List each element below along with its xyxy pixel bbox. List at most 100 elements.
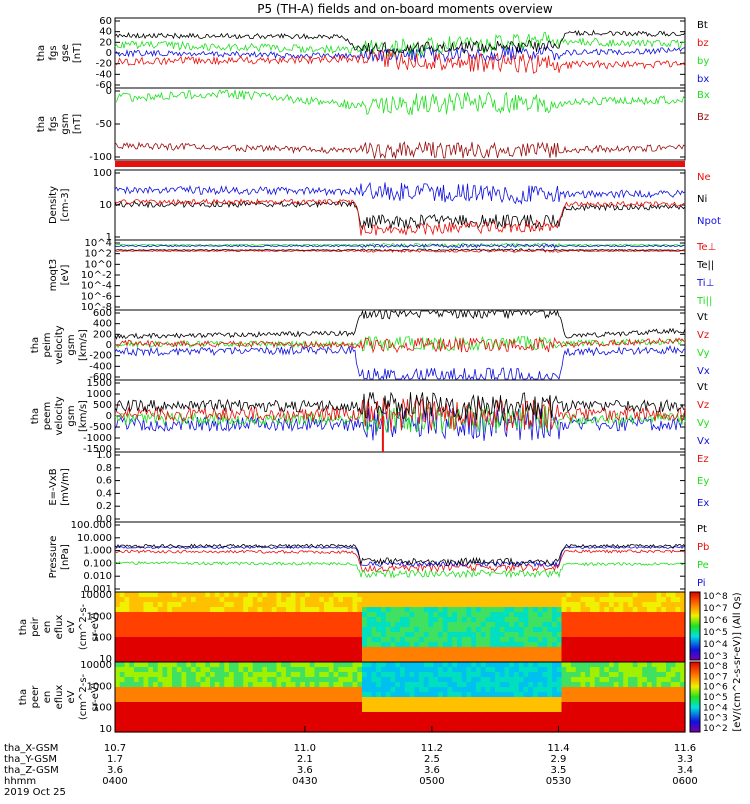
spectro-cell (400, 707, 406, 713)
spectro-cell (167, 632, 173, 638)
spectro-cell (229, 642, 235, 648)
spectro-cell (447, 592, 453, 598)
spectro-cell (153, 612, 159, 618)
spectro-cell (613, 722, 620, 728)
spectro-cell (580, 602, 586, 608)
spectro-cell (376, 667, 382, 673)
spectro-cell (115, 652, 121, 658)
spectro-cell (200, 712, 206, 718)
spectro-cell (157, 727, 164, 733)
spectro-cell (295, 597, 301, 603)
spectro-cell (585, 682, 591, 688)
spectro-cell (680, 712, 686, 718)
spectro-cell (138, 682, 145, 688)
spectro-cell (466, 632, 472, 638)
spectro-cell (670, 672, 677, 678)
spectro-cell (233, 682, 240, 688)
spectro-cell (561, 707, 567, 713)
colorbar-electrons (689, 661, 701, 733)
spectro-cell (328, 662, 335, 668)
spectro-cell (400, 607, 406, 613)
spectro-cell (423, 687, 430, 693)
spectro-cell (134, 672, 140, 678)
spectro-cell (134, 662, 140, 668)
spectro-cell (404, 647, 411, 653)
ylabel-peir-eflux: eV (66, 620, 77, 633)
spectro-cell (200, 602, 206, 608)
spectro-cell (214, 707, 221, 713)
spectro-cell (495, 612, 501, 618)
spectro-cell (651, 727, 658, 733)
spectro-cell (143, 637, 149, 643)
spectro-cell (191, 597, 197, 603)
spectro-cell (590, 687, 596, 693)
spectro-cell (281, 682, 287, 688)
spectro-cell (675, 672, 681, 678)
spectro-cell (295, 667, 301, 673)
spectro-cell (219, 697, 225, 703)
spectro-cell (642, 727, 648, 733)
spectro-cell (528, 607, 534, 613)
spectro-cell (499, 712, 506, 718)
spectro-cell (333, 617, 339, 623)
ytick-label: 40 (99, 27, 112, 38)
spectro-cell (186, 642, 192, 648)
spectro-cell (609, 717, 615, 723)
spectro-cell (476, 602, 482, 608)
spectro-cell (309, 662, 316, 668)
spectro-cell (404, 602, 411, 608)
spectro-cell (186, 712, 192, 718)
spectro-cell (528, 687, 534, 693)
spectro-cell (457, 622, 463, 628)
spectro-cell (385, 727, 392, 733)
spectro-cell (571, 702, 577, 708)
spectro-cell (423, 637, 430, 643)
spectro-cell (214, 607, 221, 613)
spectro-cell (162, 672, 168, 678)
spectro-cell (200, 662, 206, 668)
spectro-cell (362, 642, 368, 648)
spectro-cell (438, 697, 444, 703)
ylabel-fgs-gsm: tha (36, 116, 47, 132)
spectro-cell (390, 722, 396, 728)
spectro-cell (229, 602, 235, 608)
spectro-cell (618, 592, 624, 598)
spectro-cell (509, 707, 515, 713)
spectro-cell (167, 697, 173, 703)
spectro-cell (271, 607, 278, 613)
spectro-cell (257, 707, 263, 713)
spectro-cell (162, 602, 168, 608)
spectro-cell (252, 667, 259, 673)
spectro-cell (290, 662, 297, 668)
spectro-cell (423, 667, 430, 673)
spectro-cell (609, 677, 615, 683)
spectro-cell (528, 627, 534, 633)
spectro-cell (143, 702, 149, 708)
spectro-cell (262, 632, 268, 638)
spectro-cell (466, 592, 472, 598)
spectro-cell (528, 612, 534, 618)
spectro-cell (357, 647, 363, 653)
spectro-cell (186, 727, 192, 733)
spectro-cell (390, 677, 396, 683)
spectro-cell (656, 617, 662, 623)
spectro-cell (623, 647, 629, 653)
spectro-cell (281, 637, 287, 643)
spectro-cell (395, 637, 401, 643)
spectro-cell (352, 712, 358, 718)
spectro-cell (609, 697, 615, 703)
spectro-cell (200, 607, 206, 613)
spectro-cell (295, 627, 301, 633)
spectro-cell (404, 702, 411, 708)
spectro-cell (618, 677, 624, 683)
spectro-cell (309, 597, 316, 603)
spectro-cell (523, 667, 529, 673)
spectro-cell (666, 702, 672, 708)
spectro-cell (675, 722, 681, 728)
spectro-cell (172, 617, 178, 623)
spectro-cell (457, 667, 463, 673)
spectro-cell (409, 637, 415, 643)
spectro-cell (271, 697, 278, 703)
spectro-cell (609, 727, 615, 733)
spectro-cell (210, 697, 216, 703)
